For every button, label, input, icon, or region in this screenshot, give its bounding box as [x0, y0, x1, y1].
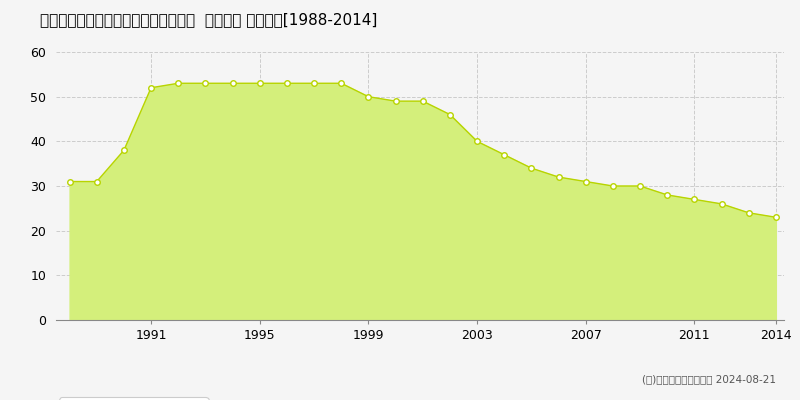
- Text: 鳥取県鳥取市安長字中畔２９５番２外  地価公示 地価推移[1988-2014]: 鳥取県鳥取市安長字中畔２９５番２外 地価公示 地価推移[1988-2014]: [40, 12, 378, 27]
- Text: (Ｃ)土地価格ドットコム 2024-08-21: (Ｃ)土地価格ドットコム 2024-08-21: [642, 374, 776, 384]
